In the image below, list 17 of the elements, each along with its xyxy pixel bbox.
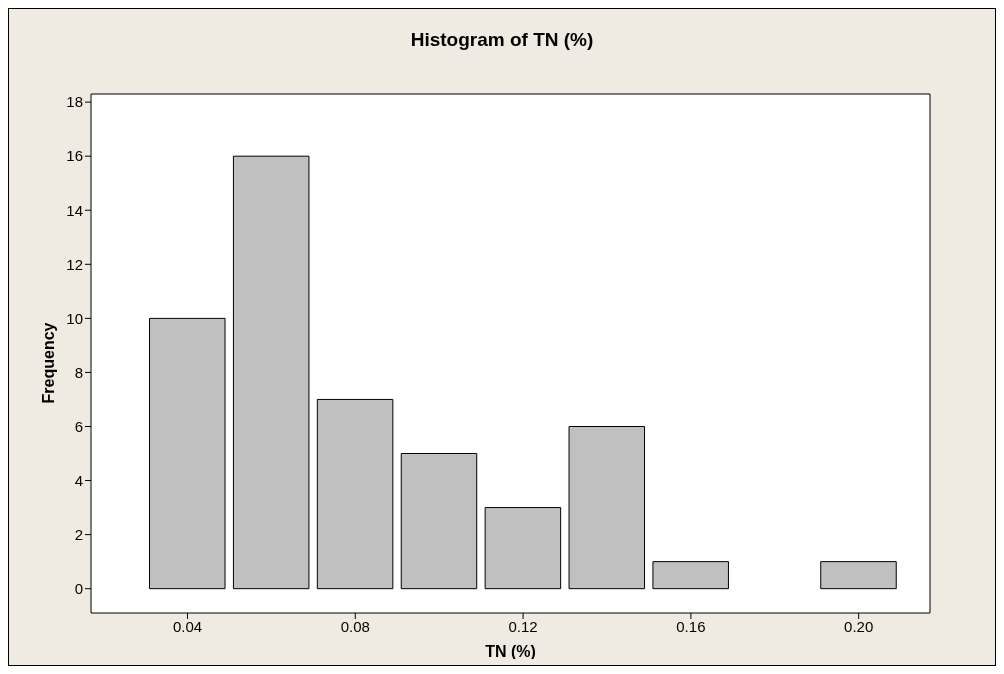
x-tick-label: 0.08 [340,617,370,635]
x-tick-label: 0.20 [844,617,874,635]
x-tick-label: 0.04 [172,617,203,635]
y-tick-label: 6 [74,417,83,435]
y-tick-label: 12 [66,255,83,273]
y-tick-label: 18 [66,93,83,111]
y-tick-label: 4 [74,471,83,489]
y-tick-label: 8 [74,363,83,381]
y-tick-label: 0 [74,580,83,597]
y-axis-title: Frequency [40,322,58,404]
chart-title: Histogram of TN (%) [409,29,595,51]
y-tick-label: 16 [66,147,83,165]
x-tick-label: 0.12 [508,617,538,635]
y-tick-label: 14 [66,201,83,219]
x-tick-label: 0.16 [676,617,706,635]
y-tick-label: 2 [74,525,83,543]
y-tick-label: 10 [66,309,83,327]
